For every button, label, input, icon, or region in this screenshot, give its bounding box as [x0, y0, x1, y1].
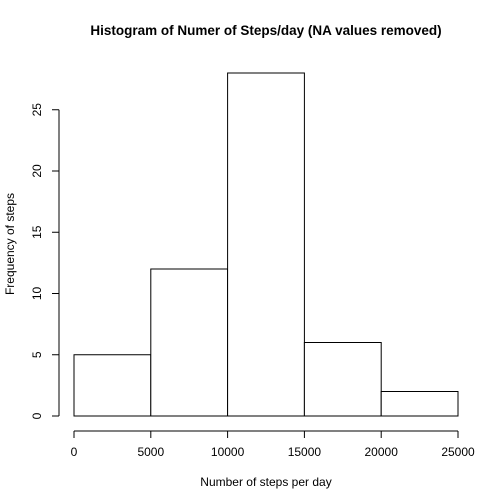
y-axis-label: Frequency of steps [3, 193, 17, 295]
histogram-bar-3 [228, 73, 305, 416]
x-tick-label: 20000 [365, 445, 399, 459]
histogram-bar-1 [74, 355, 151, 416]
y-tick-label: 10 [30, 287, 44, 301]
histogram-bar-4 [304, 343, 381, 417]
x-tick-label: 0 [71, 445, 78, 459]
x-tick-label: 5000 [137, 445, 164, 459]
y-tick-label: 15 [30, 225, 44, 239]
y-tick-label: 5 [30, 351, 44, 358]
y-tick-label: 25 [30, 103, 44, 117]
histogram-bar-5 [381, 392, 458, 417]
y-axis: 0 5 10 15 20 25 [30, 103, 59, 420]
x-axis-label: Number of steps per day [200, 475, 331, 489]
chart-title: Histogram of Numer of Steps/day (NA valu… [90, 23, 441, 38]
x-tick-label: 15000 [288, 445, 322, 459]
histogram-bar-2 [151, 269, 228, 416]
y-tick-label: 0 [30, 412, 44, 419]
x-tick-label: 25000 [441, 445, 475, 459]
y-tick-label: 20 [30, 164, 44, 178]
x-tick-label: 10000 [211, 445, 245, 459]
histogram-bars [74, 73, 458, 416]
x-axis: 0 5000 10000 15000 20000 25000 [71, 431, 475, 459]
